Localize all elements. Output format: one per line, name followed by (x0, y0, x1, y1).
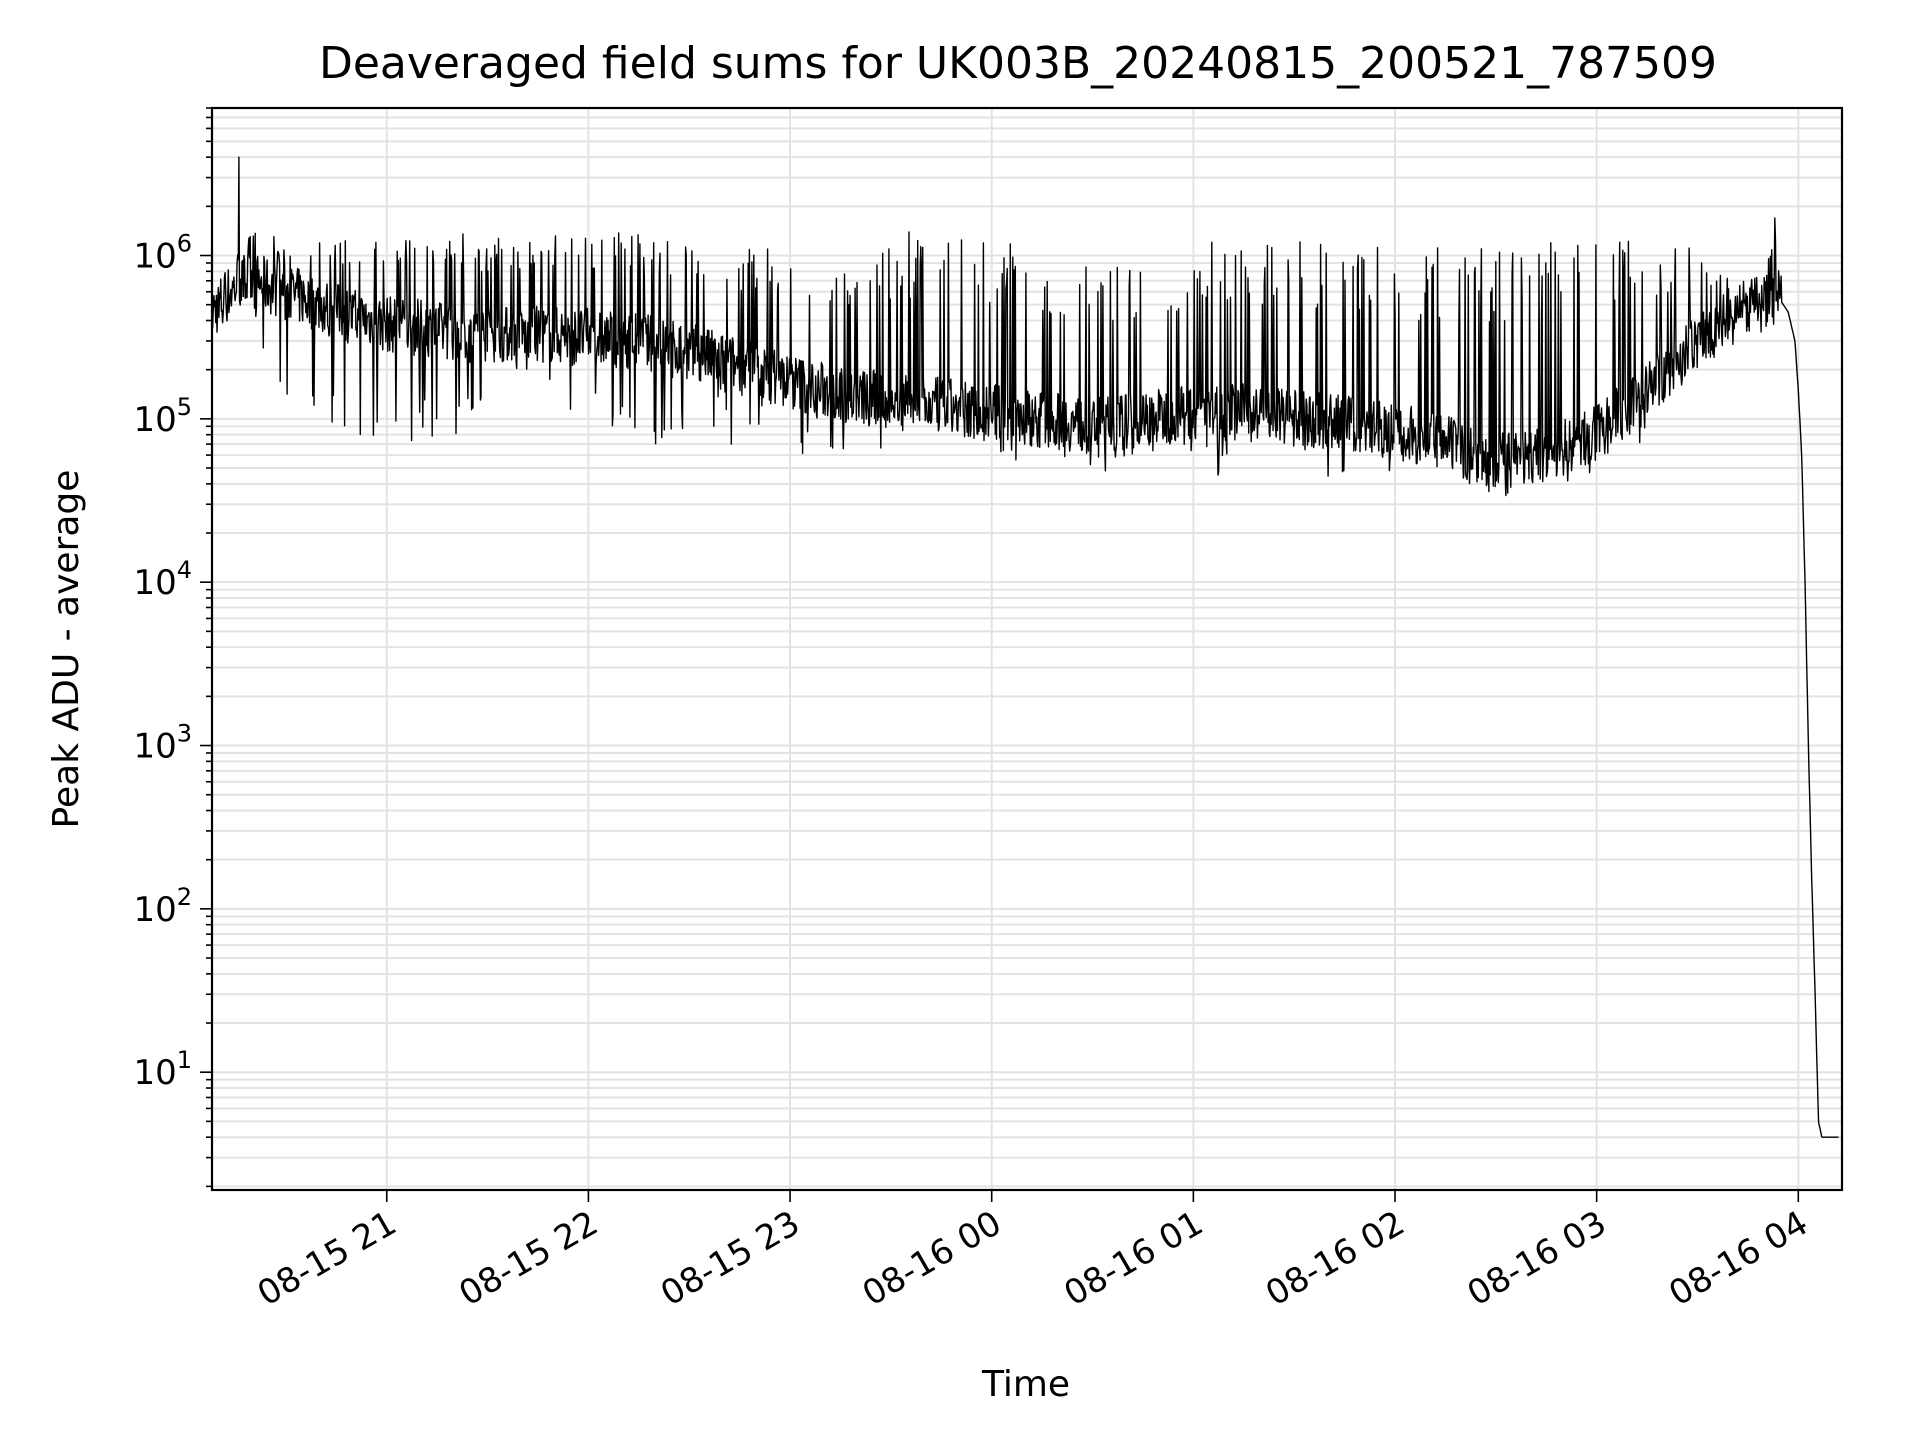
x-tick-label: 08-15 22 (453, 1203, 605, 1314)
y-tick-label: 104 (133, 556, 192, 603)
plot-frame (210, 106, 1844, 1192)
x-axis-label: Time (981, 1364, 1070, 1405)
chart-grid (212, 107, 1842, 1190)
x-tick-label: 08-16 02 (1259, 1203, 1411, 1314)
x-tick-label: 08-15 23 (654, 1203, 806, 1314)
y-tick-label: 101 (133, 1046, 192, 1093)
series-layer (211, 156, 1839, 1138)
series-line (211, 156, 1839, 1138)
x-tick-label: 08-16 00 (856, 1203, 1008, 1314)
x-tick-label: 08-16 01 (1057, 1203, 1209, 1314)
x-tick-label: 08-16 03 (1461, 1203, 1613, 1314)
x-tick-label: 08-15 21 (251, 1203, 403, 1314)
y-tick-label: 103 (133, 720, 192, 767)
y-tick-label: 105 (133, 393, 192, 440)
y-axis-label: Peak ADU - average (46, 470, 87, 829)
y-axis: 101 102 103 104 105 106 (133, 107, 212, 1188)
x-axis: 08-15 21 08-15 22 08-15 23 08-16 00 08-16 01… (251, 1190, 1815, 1314)
y-tick-label: 102 (133, 883, 192, 930)
x-tick-label: 08-16 04 (1662, 1203, 1814, 1314)
chart-title: Deaveraged field sums for UK003B_2024081… (319, 38, 1717, 89)
y-tick-label: 106 (133, 230, 192, 277)
